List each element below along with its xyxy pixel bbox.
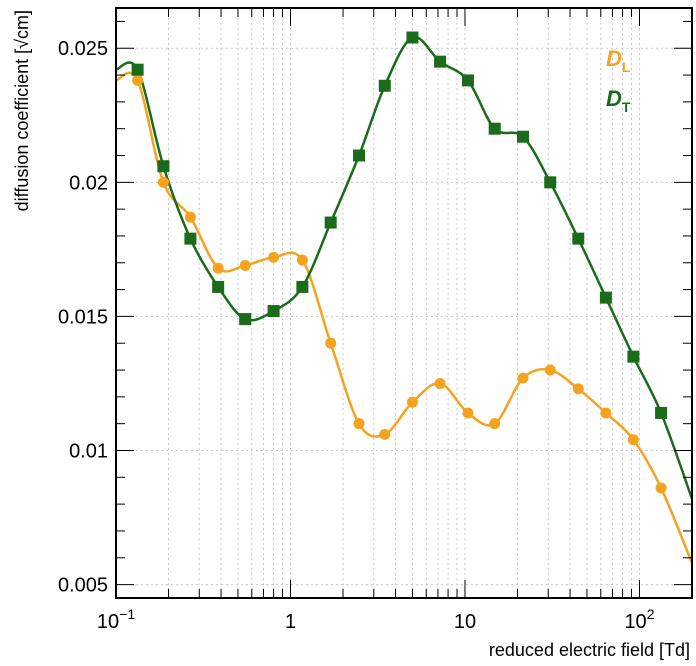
point-T (267, 305, 280, 318)
point-T (212, 280, 225, 293)
point-L (379, 428, 391, 440)
point-T (406, 31, 419, 44)
point-T (296, 280, 309, 293)
point-T (599, 291, 612, 304)
x-axis-label: reduced electric field [Td] (489, 640, 690, 660)
point-L (296, 254, 308, 266)
point-T (353, 149, 366, 162)
legend-entry-T: DT (606, 86, 631, 115)
point-T (655, 406, 668, 419)
y-tick-label: 0.025 (58, 38, 108, 60)
point-T (461, 74, 474, 87)
point-L (655, 482, 667, 494)
series-line-L (116, 71, 692, 564)
y-tick-label: 0.02 (69, 172, 108, 194)
legend-entry-L: DL (606, 46, 631, 75)
point-L (406, 396, 418, 408)
point-T (131, 63, 144, 76)
point-T (324, 216, 337, 229)
point-L (132, 74, 144, 86)
point-L (434, 377, 446, 389)
point-L (184, 211, 196, 223)
y-tick-label: 0.015 (58, 306, 108, 328)
point-L (572, 383, 584, 395)
fit-curves (116, 35, 692, 564)
point-T (572, 232, 585, 245)
point-L (268, 251, 280, 263)
point-L (544, 364, 556, 376)
point-T (488, 122, 501, 135)
point-L (212, 262, 224, 274)
point-L (627, 434, 639, 446)
point-L (517, 372, 529, 384)
tick-labels: 10−1 1 10 102 0.005 0.01 0.015 0.02 0.025 (58, 38, 655, 633)
data-markers (131, 31, 668, 494)
point-L (353, 418, 365, 430)
x-tick-label: 1 (285, 611, 296, 633)
point-T (434, 55, 447, 68)
point-L (462, 407, 474, 419)
legend: DL DT (606, 46, 631, 115)
point-L (325, 337, 337, 349)
x-tick-label: 102 (624, 606, 654, 633)
plot-frame (115, 7, 693, 599)
series-line-T (116, 35, 692, 500)
y-tick-label: 0.01 (69, 441, 108, 463)
x-tick-label: 10−1 (97, 606, 135, 633)
point-T (544, 176, 557, 189)
y-axis-label: diffusion coefficient [√cm] (12, 10, 32, 211)
point-T (184, 232, 197, 245)
point-T (516, 130, 529, 143)
point-L (157, 176, 169, 188)
point-L (489, 418, 501, 430)
point-L (600, 407, 612, 419)
x-tick-label: 10 (454, 611, 476, 633)
y-tick-label: 0.005 (58, 575, 108, 597)
point-T (157, 160, 170, 173)
grid-lines (115, 8, 693, 598)
point-L (239, 259, 251, 271)
point-T (627, 350, 640, 363)
point-T (239, 313, 252, 326)
point-T (378, 79, 391, 92)
